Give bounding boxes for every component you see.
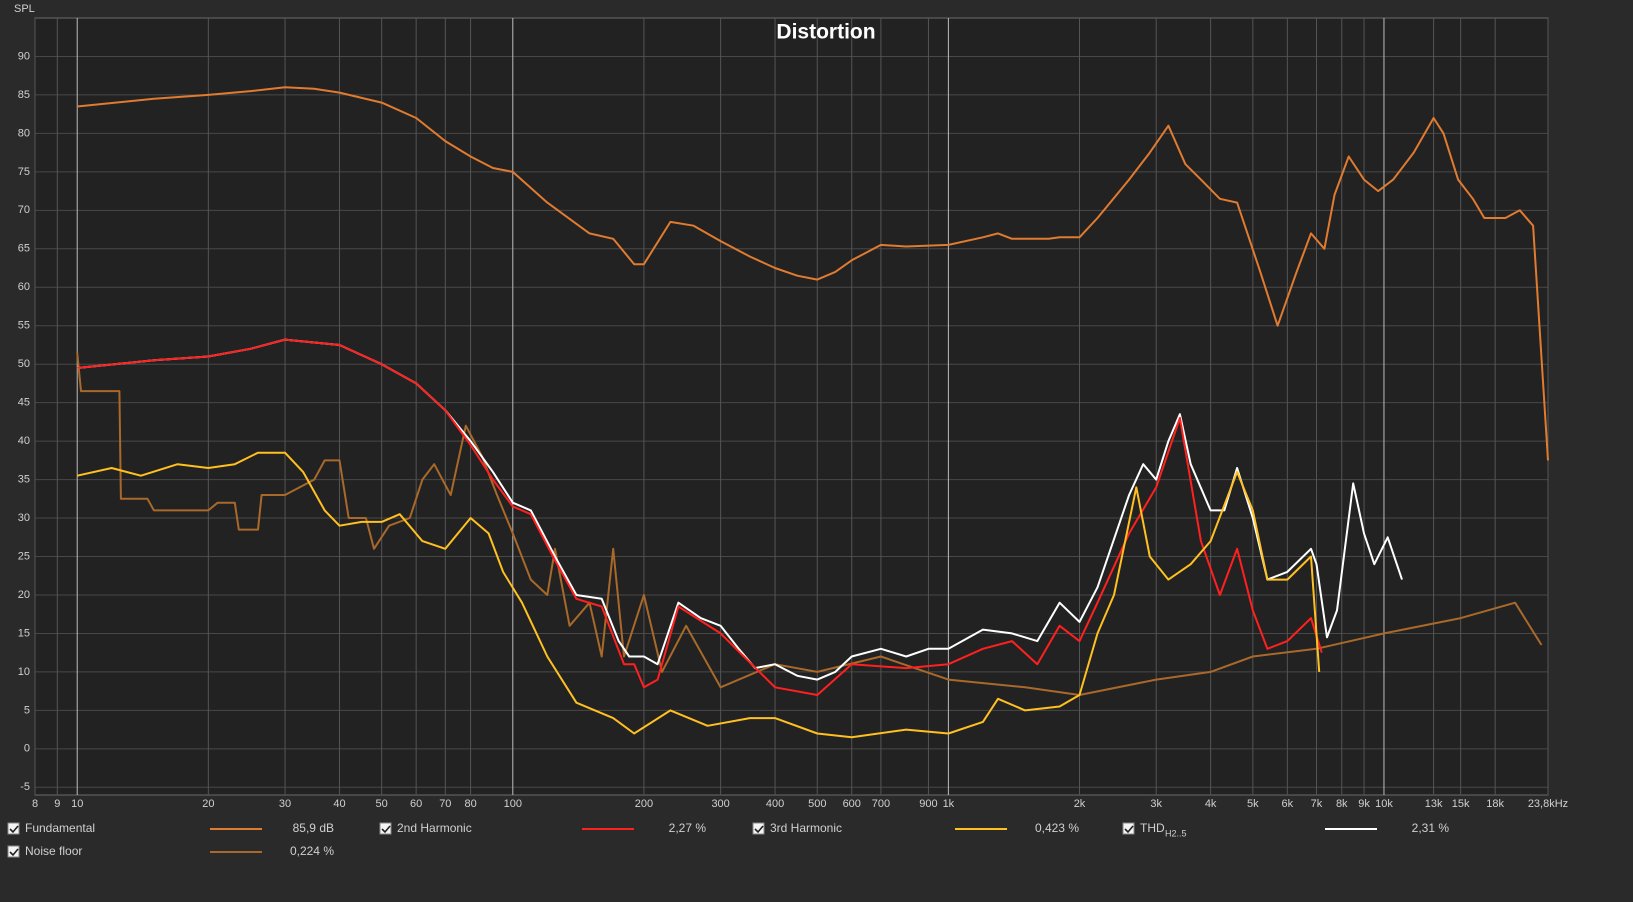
legend-name: Fundamental bbox=[25, 821, 95, 835]
y-tick-label: 85 bbox=[18, 89, 30, 101]
y-tick-label: -5 bbox=[20, 781, 30, 793]
checkmark bbox=[381, 825, 391, 834]
legend-entry: 3rd Harmonic 0,423 % bbox=[752, 821, 1079, 835]
series-line bbox=[76, 352, 1543, 696]
checkmark bbox=[754, 825, 764, 834]
y-tick-label: 70 bbox=[18, 204, 30, 216]
x-tick-label: 40 bbox=[333, 798, 345, 810]
x-tick-label: 30 bbox=[279, 798, 291, 810]
y-tick-label: 45 bbox=[18, 397, 30, 409]
y-tick-label: 25 bbox=[18, 550, 30, 562]
x-tick-label: 13k bbox=[1425, 798, 1443, 810]
x-tick-label: 100 bbox=[504, 798, 522, 810]
x-tick-label: 23,8kHz bbox=[1528, 798, 1568, 810]
chart-title: Distortion bbox=[776, 21, 875, 44]
legend-readout: 0,224 % bbox=[290, 844, 334, 858]
x-tick-label: 8 bbox=[32, 798, 38, 810]
checkbox[interactable] bbox=[752, 822, 765, 835]
x-tick-label: 1k bbox=[943, 798, 955, 810]
y-tick-label: 20 bbox=[18, 589, 30, 601]
checkmark bbox=[9, 825, 19, 834]
legend-entry: 2nd Harmonic 2,27 % bbox=[379, 821, 707, 835]
y-tick-label: 30 bbox=[18, 512, 30, 524]
y-tick-label: 75 bbox=[18, 166, 30, 178]
x-tick-label: 60 bbox=[410, 798, 422, 810]
checkmark bbox=[1124, 825, 1134, 834]
legend-name-sub: H2..5 bbox=[1165, 828, 1187, 838]
x-tick-label: 400 bbox=[766, 798, 784, 810]
legend-entry: THD H2..5 2,31 % bbox=[1122, 821, 1450, 838]
y-tick-label: 80 bbox=[18, 127, 30, 139]
series-line bbox=[77, 338, 1323, 696]
legend-readout: 0,423 % bbox=[1035, 821, 1079, 835]
x-tick-label: 5k bbox=[1247, 798, 1259, 810]
y-axis-label: SPL bbox=[14, 3, 35, 15]
legend-name: 2nd Harmonic bbox=[397, 821, 472, 835]
x-tick-label: 4k bbox=[1205, 798, 1217, 810]
series-line bbox=[76, 451, 1321, 739]
legend-name: 3rd Harmonic bbox=[770, 821, 842, 835]
y-tick-label: 10 bbox=[18, 666, 30, 678]
x-tick-label: 600 bbox=[843, 798, 861, 810]
x-tick-label: 700 bbox=[872, 798, 890, 810]
x-tick-label: 20 bbox=[202, 798, 214, 810]
checkbox[interactable] bbox=[7, 822, 20, 835]
checkbox[interactable] bbox=[7, 845, 20, 858]
y-tick-label: 15 bbox=[18, 627, 30, 639]
legend-name: Noise floor bbox=[25, 844, 82, 858]
legend-readout: 2,31 % bbox=[1412, 821, 1450, 835]
x-tick-label: 200 bbox=[635, 798, 653, 810]
legend-name: THD bbox=[1140, 821, 1165, 835]
x-tick-label: 70 bbox=[439, 798, 451, 810]
x-tick-label: 18k bbox=[1486, 798, 1504, 810]
legend-entry: Fundamental 85,9 dB bbox=[7, 821, 334, 835]
x-tick-label: 9 bbox=[54, 798, 60, 810]
y-tick-label: 65 bbox=[18, 243, 30, 255]
y-tick-label: 55 bbox=[18, 320, 30, 332]
x-tick-label: 15k bbox=[1452, 798, 1470, 810]
legend-readout: 2,27 % bbox=[669, 821, 707, 835]
x-tick-label: 9k bbox=[1358, 798, 1370, 810]
y-tick-label: 0 bbox=[24, 743, 30, 755]
x-tick-label: 500 bbox=[808, 798, 826, 810]
y-tick-label: 90 bbox=[18, 50, 30, 62]
x-tick-label: 900 bbox=[919, 798, 937, 810]
checkbox[interactable] bbox=[1122, 822, 1135, 835]
y-tick-label: 5 bbox=[24, 704, 30, 716]
x-tick-label: 8k bbox=[1336, 798, 1348, 810]
y-tick-label: 40 bbox=[18, 435, 30, 447]
x-tick-label: 2k bbox=[1074, 798, 1086, 810]
x-tick-label: 3k bbox=[1150, 798, 1162, 810]
x-tick-label: 80 bbox=[464, 798, 476, 810]
legend-readout: 85,9 dB bbox=[293, 821, 334, 835]
x-tick-label: 6k bbox=[1282, 798, 1294, 810]
plot-area bbox=[34, 17, 1549, 796]
y-tick-label: 50 bbox=[18, 358, 30, 370]
x-tick-label: 7k bbox=[1311, 798, 1323, 810]
x-tick-label: 50 bbox=[376, 798, 388, 810]
x-tick-label: 300 bbox=[711, 798, 729, 810]
checkbox[interactable] bbox=[379, 822, 392, 835]
y-tick-label: 35 bbox=[18, 473, 30, 485]
series-line bbox=[77, 86, 1549, 461]
x-tick-label: 10 bbox=[71, 798, 83, 810]
legend-entry: Noise floor 0,224 % bbox=[7, 844, 334, 858]
x-tick-label: 10k bbox=[1375, 798, 1393, 810]
checkmark bbox=[9, 848, 19, 857]
y-tick-label: 60 bbox=[18, 281, 30, 293]
